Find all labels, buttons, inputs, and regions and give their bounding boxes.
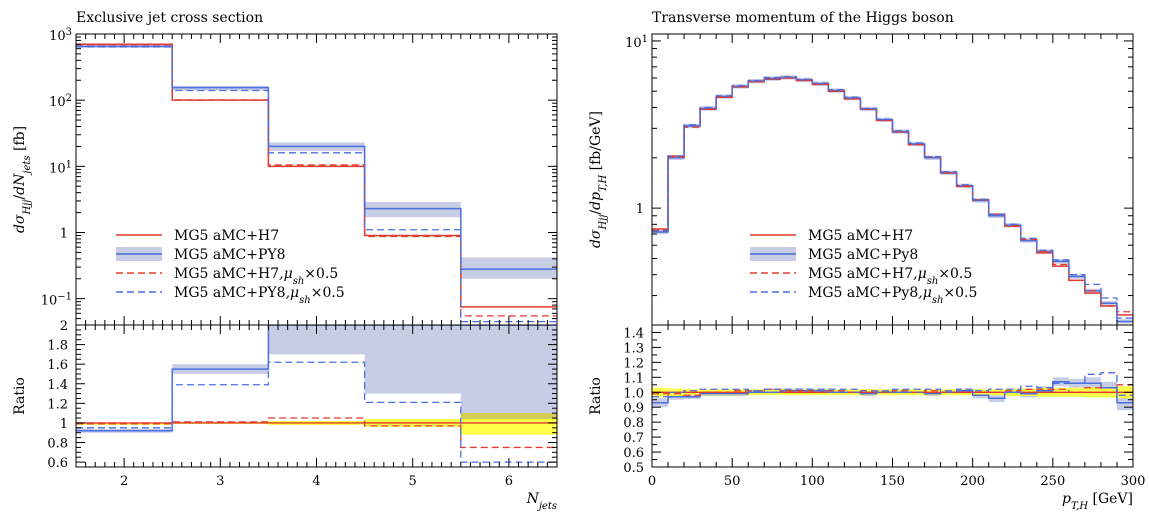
legend-label: MG5 aMC+PY8,μsh×0.5	[174, 285, 345, 306]
series-line-4	[652, 76, 1133, 319]
x-tick-label: 300	[1121, 474, 1146, 489]
ratio-band-py8	[364, 325, 461, 394]
legend-label: MG5 aMC+H7,μsh×0.5	[174, 266, 338, 287]
ratio-tick-label: 2	[60, 319, 68, 334]
x-tick-label: 3	[216, 474, 224, 489]
main-plot	[76, 43, 557, 323]
y-ticks-ratio	[76, 324, 557, 468]
ratio-tick-label: 1.1	[623, 371, 644, 386]
x-tick-label: 6	[505, 474, 513, 489]
legend-label: MG5 aMC+Py8,μsh×0.5	[808, 285, 977, 306]
ratio-tick-label: 1.2	[623, 356, 644, 371]
ratio-tick-label: 1.6	[47, 358, 68, 373]
series-line-4	[76, 46, 557, 323]
ratio-plot	[76, 325, 557, 463]
x-tick-label: 0	[648, 474, 656, 489]
y-tick-label: 1	[636, 202, 644, 217]
legend-label: MG5 aMC+H7	[808, 228, 913, 244]
ratio-line-h7-scale	[652, 384, 1133, 396]
legend-label: MG5 aMC+H7	[174, 228, 279, 244]
ratio-line-py8-scale	[652, 372, 1133, 398]
y-tick-label: 101	[49, 159, 72, 177]
ratio-line-h7-scale	[76, 417, 557, 449]
ratio-tick-label: 1.2	[47, 397, 68, 412]
ratio-tick-label: 0.5	[623, 461, 644, 476]
legend: MG5 aMC+H7 MG5 aMC+Py8 MG5 aMC+H7,μsh×0.5M…	[750, 228, 977, 306]
x-ticks	[651, 34, 1134, 467]
ratio-tick-label: 0.7	[623, 431, 644, 446]
legend-label: MG5 aMC+Py8	[808, 247, 918, 263]
ratio-tick-label: 1.4	[47, 378, 68, 393]
chart-title: Exclusive jet cross section	[76, 10, 263, 26]
x-axis-label: Njets	[526, 491, 557, 512]
ratio-axis-label: Ratio	[12, 377, 28, 415]
ratio-tick-label: 1.4	[623, 326, 644, 341]
y-tick-label: 102	[49, 93, 72, 111]
x-tick-label: 2	[120, 474, 128, 489]
ratio-tick-label: 1	[60, 417, 68, 432]
y-axis-label: dσHjj/dpT,H [fb/GeV]	[588, 111, 609, 248]
x-axis-label: pT,H [GeV]	[1062, 491, 1133, 512]
y-tick-label: 103	[49, 27, 72, 45]
chart-title: Transverse momentum of the Higgs boson	[652, 10, 954, 26]
ratio-tick-label: 0.9	[623, 401, 644, 416]
x-tick-label: 150	[880, 474, 905, 489]
x-ticks	[75, 34, 558, 467]
y-tick-label: 10−1	[41, 291, 72, 309]
ratio-band-overlap	[460, 413, 557, 420]
main-plot	[652, 75, 1133, 324]
x-tick-label: 5	[409, 474, 417, 489]
legend: MG5 aMC+H7 MG5 aMC+PY8 MG5 aMC+H7,μsh×0.5M…	[116, 228, 345, 306]
y-tick-label: 1	[60, 227, 68, 242]
y-tick-label: 101	[625, 33, 648, 51]
y-axis-label: dσHjj/dNjets [fb]	[12, 126, 33, 233]
ratio-plot	[652, 372, 1133, 411]
uncertainty-band-bin	[364, 201, 461, 218]
legend-label: MG5 aMC+H7,μsh×0.5	[808, 266, 972, 287]
panel-2: Transverse momentum of the Higgs boson 0 5…	[588, 10, 1145, 512]
x-tick-label: 100	[800, 474, 825, 489]
ratio-tick-label: 1.8	[47, 339, 68, 354]
x-tick-label: 50	[724, 474, 741, 489]
x-tick-label: 4	[312, 474, 320, 489]
ratio-tick-label: 0.8	[47, 437, 68, 452]
ratio-tick-label: 1.0	[623, 386, 644, 401]
y-ticks-ratio	[652, 324, 1133, 468]
ratio-tick-label: 0.8	[623, 416, 644, 431]
uncertainty-band-bin	[460, 257, 557, 279]
ratio-tick-label: 1.3	[623, 341, 644, 356]
ratio-tick-label: 0.6	[47, 456, 68, 471]
legend-label: MG5 aMC+PY8	[174, 247, 286, 263]
ratio-tick-label: 0.6	[623, 446, 644, 461]
x-tick-label: 250	[1040, 474, 1065, 489]
ratio-band-py8	[460, 325, 557, 419]
x-tick-label: 200	[960, 474, 985, 489]
ratio-axis-label: Ratio	[588, 377, 604, 415]
y-ticks-main	[652, 40, 1133, 326]
ratio-line-py8-scale	[76, 361, 557, 463]
